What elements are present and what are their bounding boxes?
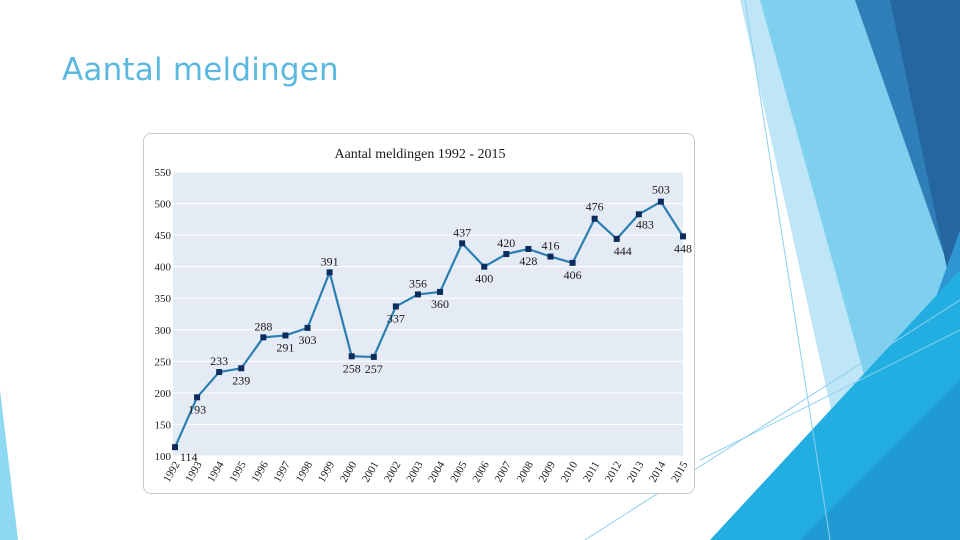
slide-title: Aantal meldingen	[62, 52, 339, 88]
x-tick-label: 2013	[625, 459, 647, 484]
x-tick-label: 2011	[581, 460, 602, 485]
y-tick-label: 400	[155, 262, 172, 274]
data-label: 193	[188, 402, 206, 416]
data-label: 337	[387, 311, 405, 325]
x-tick-label: 2012	[603, 460, 624, 485]
y-tick-label: 500	[155, 199, 172, 211]
data-point	[238, 365, 245, 372]
data-label: 114	[180, 450, 198, 464]
data-point	[194, 394, 201, 401]
x-tick-label: 2014	[647, 459, 669, 484]
data-point	[260, 334, 267, 341]
data-point	[282, 332, 289, 339]
deco-shape	[0, 390, 18, 540]
data-label: 444	[614, 244, 632, 258]
data-label: 257	[365, 362, 383, 376]
data-point	[635, 211, 642, 218]
data-label: 400	[475, 272, 493, 286]
data-point	[392, 303, 399, 310]
data-label: 288	[254, 319, 272, 333]
line-chart: Aantal meldingen 1992 - 2015 10015020025…	[155, 147, 693, 485]
y-tick-label: 250	[155, 356, 172, 368]
data-point	[657, 198, 664, 205]
data-label: 258	[343, 361, 361, 375]
data-label: 303	[299, 333, 317, 347]
data-label: 291	[276, 340, 294, 354]
y-tick-label: 350	[155, 293, 172, 305]
x-tick-label: 2002	[382, 460, 403, 485]
x-tick-label: 2010	[559, 459, 581, 484]
data-point	[304, 324, 311, 331]
data-label: 448	[674, 241, 692, 255]
data-label: 356	[409, 276, 427, 290]
plot-area	[173, 172, 683, 456]
data-point	[370, 353, 377, 360]
chart-frame: Aantal meldingen 1992 - 2015 100 150 200 25…	[143, 133, 695, 494]
data-point	[525, 245, 532, 252]
chart-title: Aantal meldingen 1992 - 2015	[334, 147, 505, 162]
data-label: 360	[431, 297, 449, 311]
data-point	[437, 288, 444, 295]
deco-shape	[890, 0, 960, 330]
data-label: 239	[232, 373, 250, 387]
x-tick-label: 2003	[404, 459, 426, 484]
x-tick-label: 1996	[250, 459, 272, 484]
x-tick-label: 2004	[426, 459, 448, 484]
data-point	[503, 251, 510, 258]
x-tick-label: 1997	[272, 459, 294, 484]
y-tick-label: 300	[155, 325, 172, 337]
data-point	[172, 444, 178, 451]
x-tick-label: 1998	[294, 459, 316, 484]
data-point	[326, 269, 333, 276]
data-label: 391	[321, 254, 339, 268]
x-tick-label: 1999	[316, 459, 338, 484]
data-point	[348, 353, 355, 360]
y-tick-label: 450	[155, 230, 172, 242]
data-label: 406	[564, 268, 582, 282]
data-label: 420	[497, 236, 515, 250]
data-label: 503	[652, 183, 670, 197]
data-point	[547, 253, 554, 260]
data-point	[569, 259, 576, 266]
data-label: 428	[519, 254, 537, 268]
x-tick-label: 2015	[669, 459, 691, 484]
y-tick-label: 150	[155, 419, 172, 431]
x-tick-label: 2008	[515, 459, 537, 484]
x-tick-label: 2006	[470, 459, 492, 484]
data-point	[216, 369, 223, 376]
deco-line	[584, 299, 960, 540]
data-point	[591, 215, 598, 222]
data-label: 233	[210, 354, 228, 368]
data-label: 416	[541, 239, 559, 253]
x-tick-label: 1994	[205, 459, 227, 484]
y-tick-label: 100	[155, 451, 172, 463]
y-tick-label: 550	[155, 167, 172, 179]
deco-line	[744, 0, 831, 540]
data-point	[680, 233, 686, 240]
x-tick-label: 1995	[227, 459, 249, 484]
data-point	[414, 291, 421, 298]
deco-line	[699, 329, 960, 461]
deco-shape	[800, 380, 960, 540]
data-label: 437	[453, 225, 471, 239]
x-tick-label: 2000	[338, 459, 360, 484]
x-tick-label: 2007	[493, 459, 515, 484]
x-tick-label: 2001	[360, 460, 381, 485]
data-label: 476	[586, 200, 604, 214]
data-point	[459, 240, 466, 247]
data-point	[481, 263, 488, 270]
series-line	[173, 200, 684, 448]
data-label: 483	[636, 217, 654, 231]
x-tick-label: 2005	[448, 459, 470, 484]
data-point	[613, 235, 620, 242]
x-tick-label: 2009	[537, 459, 559, 484]
y-tick-label: 200	[155, 388, 172, 400]
